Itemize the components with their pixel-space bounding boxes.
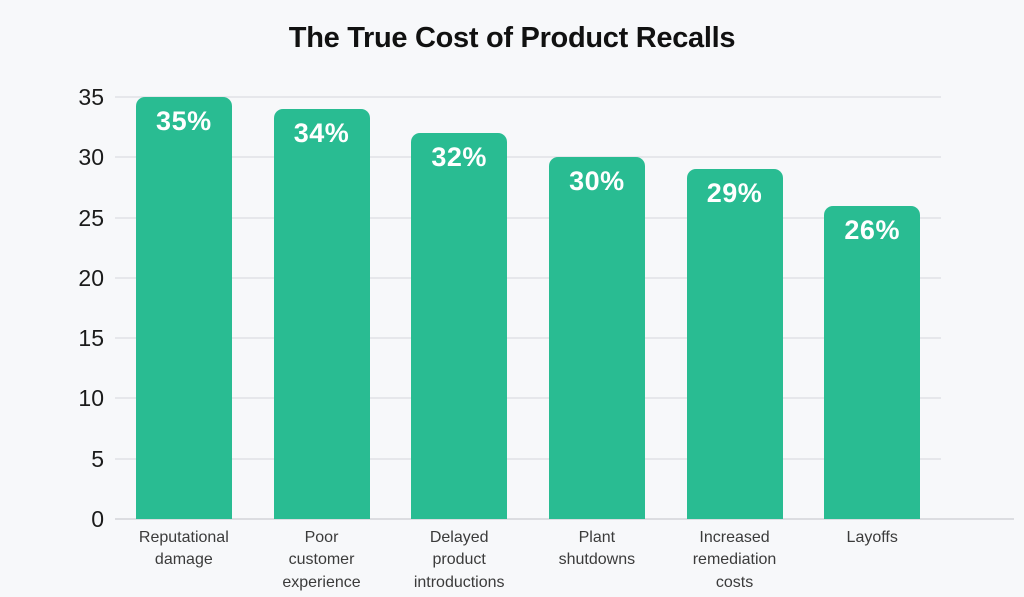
gridline	[115, 397, 941, 400]
bar-value-label: 34%	[293, 118, 350, 149]
y-tick-label: 35	[78, 84, 104, 110]
bar-slot: 32%	[390, 97, 528, 519]
bar-slot: 29%	[666, 97, 804, 519]
chart-title: The True Cost of Product Recalls	[288, 22, 736, 54]
y-tick-label: 15	[78, 325, 104, 352]
x-category-label: Increased remediation costs	[692, 529, 777, 591]
bar-value-label: 32%	[431, 142, 487, 173]
x-category-label: Poor customer experience	[282, 529, 361, 591]
y-tick-label: 5	[91, 445, 104, 472]
bar-slot: 26%	[803, 97, 941, 519]
bar-value-label: 30%	[569, 166, 625, 197]
y-tick-label: 30	[78, 144, 104, 171]
bar-plant-shutdowns: 30%	[548, 157, 645, 519]
y-tick-label: 0	[91, 506, 104, 532]
x-axis: Reputational damage Poor customer experie…	[115, 527, 941, 594]
gridline	[115, 457, 941, 460]
y-tick-label: 20	[78, 264, 104, 291]
bar-slot: 35%	[115, 97, 253, 519]
bar-delayed-product-introductions: 32%	[411, 133, 508, 519]
bar-reputational-damage: 35%	[135, 97, 232, 519]
gridline	[115, 96, 941, 98]
y-tick-label: 10	[78, 385, 104, 412]
gridline	[115, 216, 941, 219]
gridline	[115, 156, 941, 159]
x-category-label: Delayed product introductions	[413, 529, 505, 591]
bar-value-label: 26%	[844, 214, 900, 245]
bar-slot: 30%	[528, 97, 666, 519]
bar-slot: 34%	[253, 97, 391, 519]
gridline	[115, 337, 941, 340]
bar-layoffs: 26%	[824, 205, 921, 519]
bar-poor-customer-experience: 34%	[273, 109, 370, 519]
y-tick-label: 25	[78, 204, 104, 231]
bar-value-label: 35%	[156, 106, 212, 136]
bar-value-label: 29%	[706, 178, 763, 209]
gridline	[115, 276, 941, 279]
bar-series: 35% 34% 32% 30% 29% 26%	[115, 97, 941, 519]
x-category-label: Plant shutdowns	[558, 529, 636, 569]
x-axis-baseline	[115, 518, 1014, 520]
bar-increased-remediation-costs: 29%	[686, 169, 783, 519]
plot-area: 35% 34% 32% 30% 29% 26%	[115, 96, 1014, 520]
x-category-label: Reputational damage	[138, 529, 229, 569]
x-category-label: Layoffs	[846, 529, 898, 546]
